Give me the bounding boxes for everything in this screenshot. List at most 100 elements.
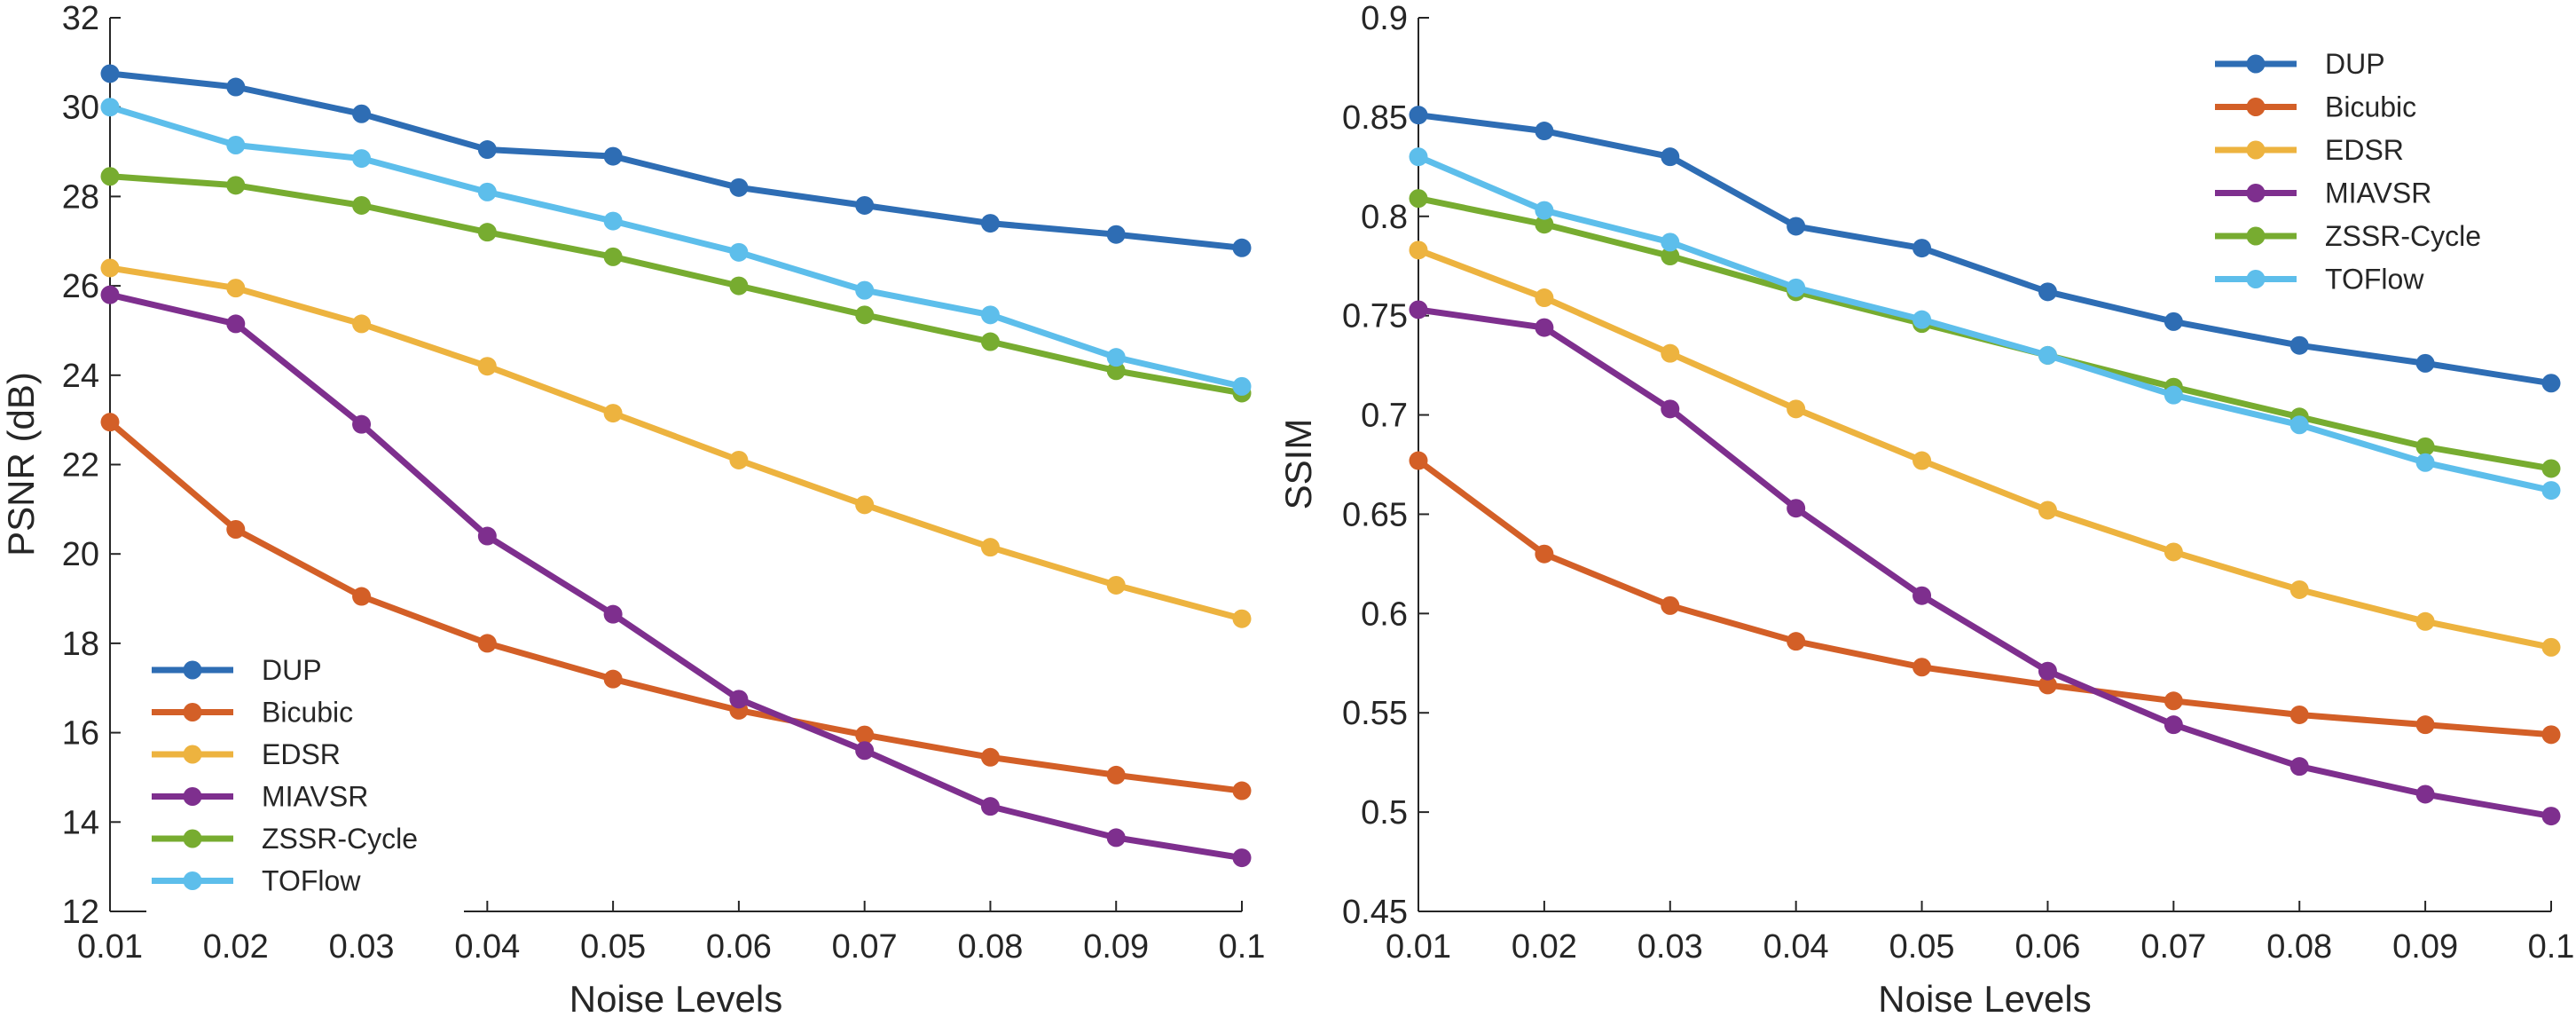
legend-marker (2246, 140, 2266, 160)
legend-marker (2246, 270, 2266, 288)
legend-marker (2246, 98, 2266, 116)
data-point (226, 77, 246, 97)
x-tick-label: 0.02 (1512, 928, 1577, 966)
x-tick-label: 0.04 (1763, 928, 1829, 966)
data-point (980, 332, 1000, 351)
series-toflow (1409, 147, 2561, 501)
y-tick-label: 0.8 (1361, 199, 1408, 236)
data-point (100, 413, 120, 432)
data-point (2289, 415, 2309, 435)
y-tick-label: 0.9 (1361, 0, 1408, 37)
data-point (1106, 225, 1126, 244)
x-tick-label: 0.09 (2392, 928, 2458, 966)
data-point (2164, 311, 2183, 331)
data-point (2541, 637, 2561, 657)
legend-marker (183, 745, 202, 764)
data-point (1535, 201, 1554, 220)
data-point (1106, 348, 1126, 367)
x-tick-label: 0.1 (1219, 928, 1266, 966)
x-tick-label: 0.03 (329, 928, 395, 966)
legend-entry: ZSSR-Cycle (152, 823, 418, 855)
series-line (106, 419, 1245, 794)
legend-label: ZSSR-Cycle (262, 823, 418, 855)
x-tick-label: 0.08 (957, 928, 1023, 966)
y-tick-label: 0.7 (1361, 398, 1408, 435)
series-line (1415, 457, 2555, 738)
series-edsr (1409, 240, 2561, 657)
data-point (100, 258, 120, 278)
x-tick-label: 0.07 (832, 928, 898, 966)
data-point (477, 140, 497, 160)
data-point (477, 182, 497, 201)
legend-entry: TOFlow (2215, 264, 2424, 296)
y-axis-title: SSIM (1277, 419, 1319, 510)
legend-entry: ZSSR-Cycle (2215, 220, 2481, 252)
data-point (477, 223, 497, 242)
series-toflow (100, 98, 1252, 396)
y-tick-label: 0.65 (1342, 496, 1408, 533)
legend-marker (183, 871, 202, 890)
data-point (2415, 437, 2435, 456)
x-tick-label: 0.06 (2014, 928, 2080, 966)
data-point (477, 357, 497, 376)
series-dup (100, 64, 1252, 257)
data-point (1787, 217, 1806, 236)
legend: DUP Bicubic EDSR MIAVSR ZSSR-Cycle TOFlow (2210, 44, 2533, 320)
legend-marker (183, 829, 202, 848)
data-point (1787, 399, 1806, 419)
data-point (1535, 215, 1554, 234)
y-tick-label: 26 (62, 268, 99, 305)
data-point (2164, 542, 2183, 562)
data-point (1409, 300, 1428, 319)
x-tick-label: 0.01 (77, 928, 143, 966)
data-point (352, 314, 372, 334)
data-point (1106, 765, 1126, 785)
data-point (1409, 147, 1428, 167)
x-tick-label: 0.05 (1889, 928, 1955, 966)
data-point (2038, 501, 2057, 520)
data-point (1661, 233, 1680, 252)
y-tick-label: 12 (62, 894, 99, 931)
data-point (855, 280, 875, 300)
data-point (477, 526, 497, 546)
data-point (1409, 189, 1428, 209)
y-tick-label: 14 (62, 804, 99, 841)
x-axis-title: Noise Levels (1878, 978, 2091, 1020)
data-point (226, 176, 246, 195)
y-tick-label: 20 (62, 536, 99, 573)
data-point (2289, 580, 2309, 599)
data-point (1912, 239, 1932, 258)
data-point (1912, 658, 1932, 677)
data-point (1787, 499, 1806, 518)
data-point (603, 404, 623, 423)
data-point (2038, 345, 2057, 365)
data-point (729, 276, 749, 296)
y-tick-label: 0.55 (1342, 695, 1408, 732)
data-point (1787, 632, 1806, 651)
y-tick-label: 32 (62, 0, 99, 37)
data-point (1535, 122, 1554, 141)
data-point (477, 634, 497, 653)
data-point (729, 690, 749, 709)
legend-marker (2246, 226, 2266, 246)
x-tick-label: 0.01 (1386, 928, 1451, 966)
data-point (2164, 385, 2183, 405)
legend-entry: DUP (2215, 48, 2385, 80)
legend-entry: EDSR (152, 738, 341, 770)
data-point (1535, 544, 1554, 564)
y-axis-title: PSNR (dB) (0, 372, 42, 556)
data-point (1409, 106, 1428, 125)
y-tick-label: 24 (62, 358, 99, 395)
legend-label: TOFlow (2325, 264, 2424, 296)
legend-entry: EDSR (2215, 134, 2404, 166)
data-point (2415, 353, 2435, 373)
x-tick-label: 0.1 (2528, 928, 2575, 966)
data-point (1912, 451, 1932, 470)
legend-label: EDSR (2325, 134, 2404, 166)
data-point (1409, 240, 1428, 260)
data-point (100, 98, 120, 117)
data-point (855, 495, 875, 515)
data-point (603, 211, 623, 231)
series-bicubic (1409, 451, 2561, 745)
